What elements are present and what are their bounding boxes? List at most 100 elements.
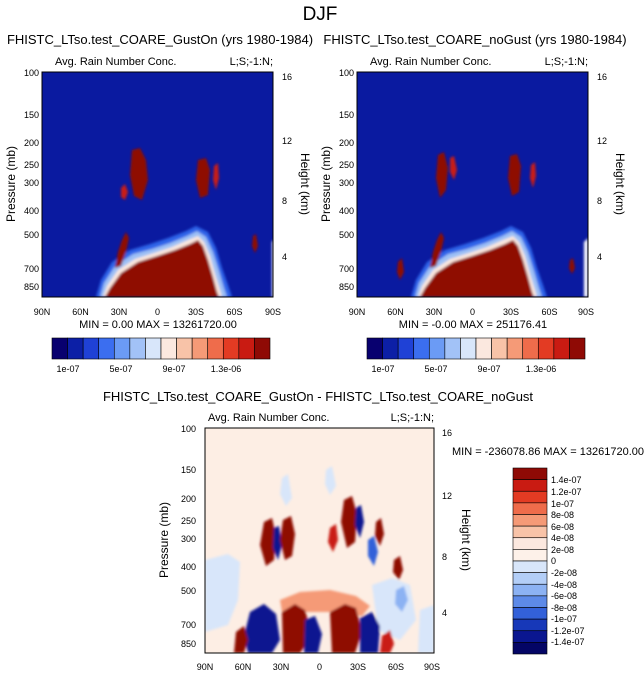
colorbar-swatch [413,337,430,360]
colorbar-swatch [512,525,548,539]
x-tick-label: 90N [197,662,214,672]
x-tick-label: 30N [426,307,443,317]
colorbar-labels: 1e-07 5e-07 9e-07 1.3e-06 [371,364,556,374]
x-tick-label: 0 [155,307,160,317]
colorbar-swatch [254,337,271,360]
colorbar-swatch [512,642,548,655]
height-ticks: 16 12 8 4 [597,72,607,262]
x-tick-label: 90N [349,307,366,317]
y-tick-label: 400 [339,206,354,216]
y-axis-label: Pressure (mb) [157,502,171,578]
right-label: L;S;-1:N; [391,412,434,424]
y-tick-label: 250 [24,160,39,170]
height-tick-label: 8 [442,552,447,562]
stats-text: MIN = 0.00 MAX = 13261720.00 [79,319,237,331]
y-ticks: 100 150 200 250 300 400 500 700 850 [181,424,196,649]
y-tick-label: 100 [24,68,39,78]
heatmap-field [42,72,273,297]
y-axis-right-label: Height (km) [459,509,473,571]
colorbar-swatch [238,337,255,360]
y-tick-label: 500 [181,586,196,596]
y-tick-label: 250 [339,160,354,170]
x-tick-label: 30S [188,307,204,317]
x-tick-label: 60S [388,662,404,672]
colorbar-label: -2e-08 [551,568,577,578]
y-tick-label: 850 [181,639,196,649]
x-tick-label: 30S [350,662,366,672]
colorbar-swatch [366,337,383,360]
y-axis-right-label: Height (km) [613,153,627,215]
colorbar-swatch [491,337,508,360]
y-tick-label: 300 [24,178,39,188]
x-tick-label: 90N [34,307,51,317]
x-tick-label: 0 [317,662,322,672]
left-label: Avg. Rain Number Conc. [208,412,329,424]
y-tick-label: 850 [24,282,39,292]
panel-difference: FHISTC_LTso.test_COARE_GustOn - FHISTC_L… [103,389,644,672]
heatmap-field [205,428,434,653]
x-tick-label: 90S [265,307,281,317]
y-tick-label: 500 [24,230,39,240]
y-axis-label: Pressure (mb) [319,146,333,222]
colorbar-swatch [512,467,548,480]
heatmap-field [357,72,588,297]
height-tick-label: 4 [442,608,447,618]
y-tick-label: 700 [339,264,354,274]
colorbar-swatch [428,337,446,360]
colorbar [51,337,271,360]
colorbar-swatch [145,337,162,360]
colorbar-label: 1.2e-07 [551,487,582,497]
colorbar-swatch [67,337,84,360]
height-tick-label: 8 [282,196,287,206]
colorbar-swatch [160,337,177,360]
height-tick-label: 4 [282,252,287,262]
height-tick-label: 16 [442,428,452,438]
y-tick-label: 150 [181,465,196,475]
colorbar-swatch [512,630,548,643]
colorbar-label: 5e-07 [109,364,132,374]
height-tick-label: 12 [597,136,607,146]
plot-frame [204,427,435,654]
y-ticks: 100 150 200 250 300 400 500 700 850 [339,68,354,292]
stats-text: MIN = -0.00 MAX = 251176.41 [399,319,547,331]
y-tick-label: 400 [24,206,39,216]
height-tick-label: 12 [442,491,452,501]
colorbar-label: 4e-08 [551,533,574,543]
colorbar-swatch [397,337,415,360]
y-tick-label: 150 [24,110,39,120]
figure-title: DJF [303,4,338,25]
colorbar-labels: 1.4e-07 1.2e-07 1e-07 8e-08 6e-08 4e-08 … [551,475,585,647]
colorbar-label: 9e-07 [162,364,185,374]
x-ticks: 90N 60N 30N 0 30S 60S 90S [197,662,440,672]
colorbar-swatch [537,337,555,360]
height-tick-label: 8 [597,196,602,206]
colorbar-swatch [512,479,548,492]
y-axis-right-label: Height (km) [298,153,312,215]
y-tick-label: 100 [339,68,354,78]
height-ticks: 16 12 8 4 [442,428,452,618]
stats-text: MIN = -236078.86 MAX = 13261720.00 [452,446,644,458]
colorbar-swatch [382,337,399,360]
colorbar-swatch [222,337,240,360]
y-tick-label: 250 [181,516,196,526]
colorbar-swatch [191,337,209,360]
colorbar-swatch [512,514,548,527]
colorbar-swatch [129,337,146,360]
y-tick-label: 300 [339,178,354,188]
x-tick-label: 60S [226,307,242,317]
colorbar-swatch [51,337,68,360]
colorbar-label: 1e-07 [371,364,394,374]
right-label: L;S;-1:N; [230,56,273,68]
colorbar-label: 5e-07 [424,364,447,374]
colorbar-swatch [512,572,548,585]
height-tick-label: 16 [597,72,607,82]
colorbar-label: 6e-08 [551,522,574,532]
x-ticks: 90N 60N 30N 0 30S 60S 90S [34,307,281,317]
x-tick-label: 0 [470,307,475,317]
colorbar-label: 1e-07 [551,499,574,509]
colorbar-swatch [98,337,115,360]
right-label: L;S;-1:N; [545,56,588,68]
height-tick-label: 4 [597,252,602,262]
colorbar-label: 2e-08 [551,545,574,555]
x-tick-label: 30N [273,662,290,672]
